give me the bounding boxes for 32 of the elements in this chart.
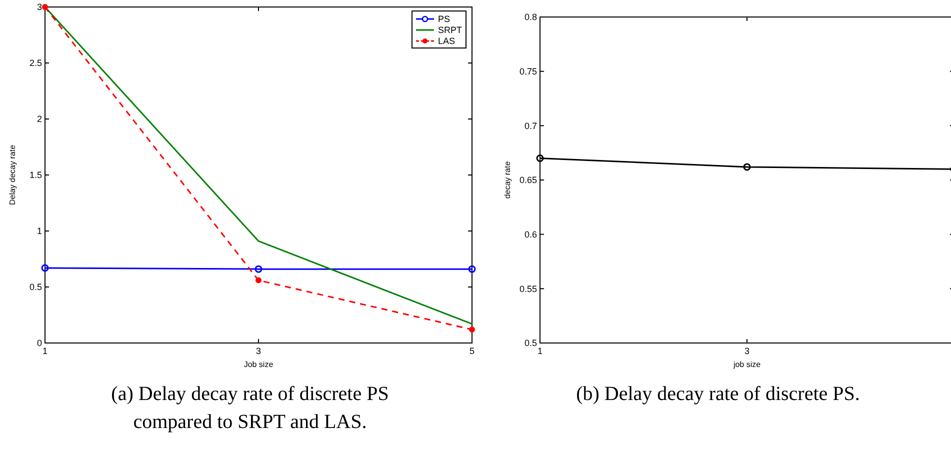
y-tick-label: 2 xyxy=(36,114,42,124)
y-tick-label: 0.75 xyxy=(519,66,537,76)
legend-label: PS xyxy=(438,14,450,24)
y-axis-title: decay rate xyxy=(503,160,512,199)
y-tick-label: 0.5 xyxy=(29,282,42,292)
point xyxy=(41,264,49,272)
x-axis-title: job size xyxy=(732,360,762,369)
y-tick-label: 1.5 xyxy=(29,170,42,180)
x-axis-title: Job size xyxy=(244,360,274,369)
point xyxy=(42,4,48,10)
point xyxy=(254,265,262,273)
y-tick-label: 0.5 xyxy=(524,338,537,348)
y-tick-label: 0.8 xyxy=(524,12,537,22)
text: (a) Delay decay rate of discrete PS compared to SRPT and LAS. xyxy=(111,383,389,433)
y-tick-label: 3 xyxy=(36,2,42,12)
y-tick-label: 0.7 xyxy=(524,120,537,131)
point xyxy=(256,277,262,284)
legend-label: LAS xyxy=(438,36,456,46)
y-tick-label: 1 xyxy=(36,226,42,236)
x-tick-label: 5 xyxy=(469,346,475,356)
legend-label: SRPT xyxy=(438,25,463,36)
y-tick-label: 2.5 xyxy=(29,58,42,68)
x-tick-label: 3 xyxy=(744,346,750,356)
y-tick-label: 0.55 xyxy=(519,284,537,294)
y-tick-label: 0.65 xyxy=(519,175,537,186)
y-tick-label: 0 xyxy=(36,338,42,348)
text: (b) Delay decay rate of discrete PS. xyxy=(576,383,860,405)
y-axis-title: Delay decay rate xyxy=(8,144,17,206)
x-tick-label: 3 xyxy=(256,346,262,356)
y-tick-label: 0.6 xyxy=(524,229,537,240)
point xyxy=(468,265,476,273)
point xyxy=(469,326,475,333)
